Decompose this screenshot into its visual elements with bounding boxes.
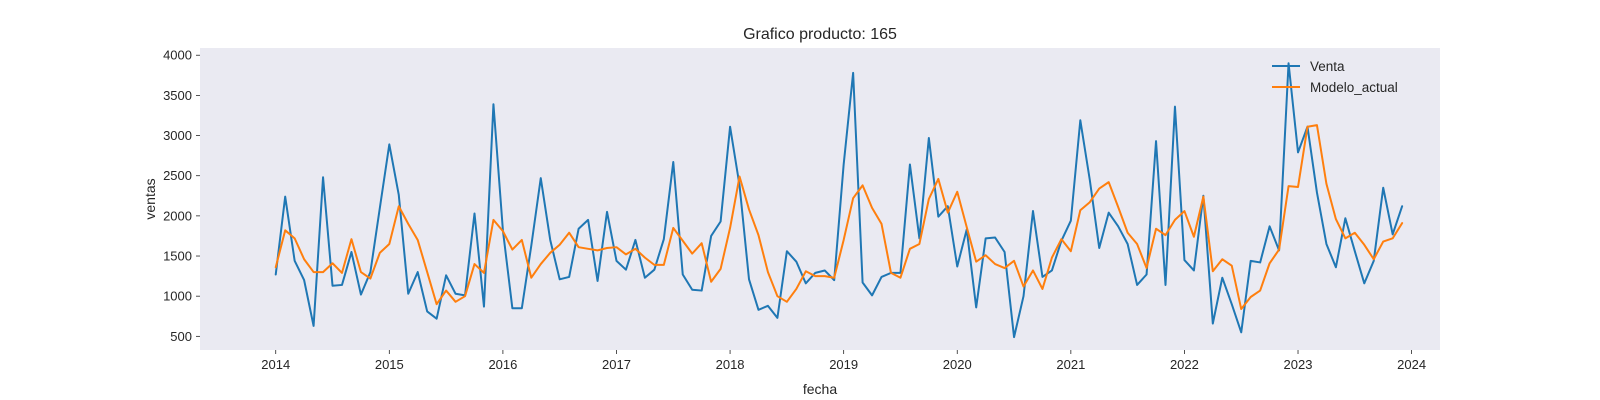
- x-tick-label: 2014: [261, 357, 290, 372]
- series-layer: [274, 62, 1404, 339]
- y-tick-label: 3000: [163, 128, 192, 143]
- x-tick-label: 2020: [943, 357, 972, 372]
- y-tick-label: 2500: [163, 168, 192, 183]
- x-axis-ticks: 2014 2015 2016 2017 2018 2019 2020 2021 2022 2023…: [261, 350, 1426, 372]
- x-tick-label: 2019: [829, 357, 858, 372]
- chart-title: Grafico producto: 165: [743, 26, 897, 43]
- y-axis-ticks: 500 1000 1500 2000 2500 3000 3500 4000: [163, 48, 200, 344]
- x-axis-label: fecha: [803, 381, 837, 397]
- x-tick-label: 2024: [1397, 357, 1426, 372]
- legend-label: Modelo_actual: [1310, 80, 1398, 95]
- x-tick-label: 2016: [488, 357, 517, 372]
- y-tick-label: 500: [170, 329, 192, 344]
- plot-area: [200, 48, 1440, 350]
- x-tick-label: 2018: [716, 357, 745, 372]
- y-axis-label: ventas: [142, 178, 158, 219]
- legend-label: Venta: [1310, 59, 1345, 74]
- x-tick-label: 2021: [1056, 357, 1085, 372]
- y-tick-label: 1500: [163, 249, 192, 264]
- series-line-venta: [274, 62, 1404, 339]
- y-tick-label: 1000: [163, 289, 192, 304]
- legend: Venta Modelo_actual: [1272, 59, 1398, 95]
- x-tick-label: 2017: [602, 357, 631, 372]
- y-tick-label: 3500: [163, 88, 192, 103]
- y-tick-label: 2000: [163, 208, 192, 223]
- x-tick-label: 2023: [1284, 357, 1313, 372]
- y-tick-label: 4000: [163, 48, 192, 63]
- series-line-modelo-actual: [274, 124, 1404, 311]
- x-tick-label: 2015: [375, 357, 404, 372]
- x-tick-label: 2022: [1170, 357, 1199, 372]
